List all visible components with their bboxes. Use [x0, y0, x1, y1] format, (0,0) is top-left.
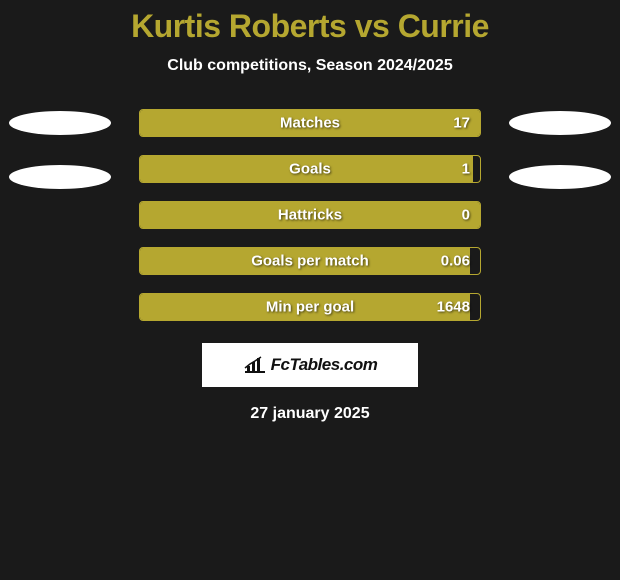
stat-bar-min-per-goal: Min per goal 1648 — [139, 293, 481, 321]
stat-value: 1648 — [437, 299, 470, 316]
stat-value: 17 — [453, 115, 470, 132]
bar-chart-icon — [243, 356, 265, 374]
stat-label: Min per goal — [266, 299, 354, 316]
date-label: 27 january 2025 — [250, 405, 369, 423]
stat-label: Matches — [280, 115, 340, 132]
stat-value: 0 — [462, 207, 470, 224]
stat-label: Goals — [289, 161, 331, 178]
left-marker-column — [9, 109, 111, 189]
comparison-card: Kurtis Roberts vs Currie Club competitio… — [0, 0, 620, 423]
stat-bar-goals: Goals 1 — [139, 155, 481, 183]
source-badge: FcTables.com — [202, 343, 418, 387]
stat-bar-matches: Matches 17 — [139, 109, 481, 137]
right-marker-column — [509, 109, 611, 189]
stat-bars: Matches 17 Goals 1 Hattricks 0 Goals per… — [139, 109, 481, 321]
player-marker-left-1 — [9, 111, 111, 135]
page-title: Kurtis Roberts vs Currie — [131, 8, 489, 45]
stat-value: 1 — [462, 161, 470, 178]
stat-value: 0.06 — [441, 253, 470, 270]
player-marker-left-2 — [9, 165, 111, 189]
stats-area: Matches 17 Goals 1 Hattricks 0 Goals per… — [0, 109, 620, 321]
stat-label: Goals per match — [251, 253, 369, 270]
player-marker-right-1 — [509, 111, 611, 135]
stat-label: Hattricks — [278, 207, 342, 224]
stat-bar-hattricks: Hattricks 0 — [139, 201, 481, 229]
stat-bar-goals-per-match: Goals per match 0.06 — [139, 247, 481, 275]
player-marker-right-2 — [509, 165, 611, 189]
subtitle: Club competitions, Season 2024/2025 — [167, 57, 452, 75]
source-badge-text: FcTables.com — [271, 355, 378, 375]
